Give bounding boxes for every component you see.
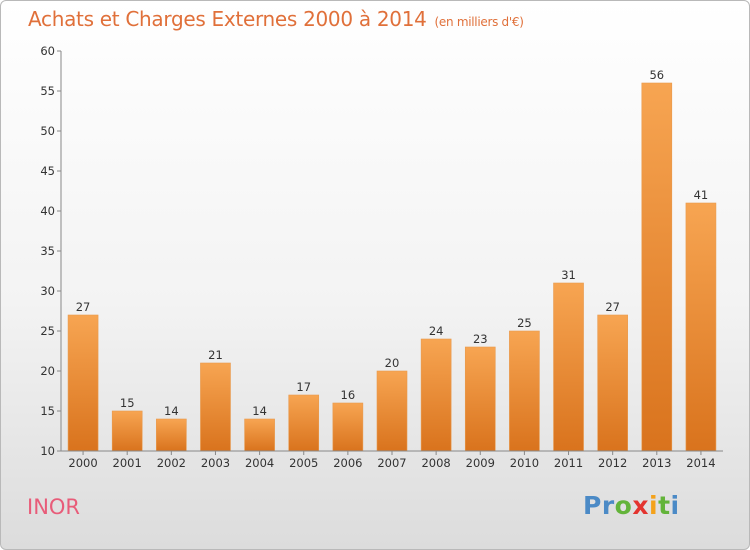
y-tick-label: 15: [40, 404, 55, 418]
chart-title-text: Achats et Charges Externes 2000 à 2014: [28, 7, 427, 31]
y-tick-label: 40: [40, 204, 55, 218]
value-label: 21: [208, 348, 223, 362]
value-label: 27: [605, 300, 620, 314]
x-tick-label: 2011: [554, 456, 583, 470]
x-tick-label: 2014: [686, 456, 715, 470]
bar: [641, 82, 673, 452]
x-tick-label: 2012: [598, 456, 627, 470]
proxiti-logo[interactable]: Proxiti: [583, 491, 680, 520]
chart-title: Achats et Charges Externes 2000 à 2014 (e…: [28, 7, 524, 31]
x-tick-label: 2004: [245, 456, 274, 470]
value-label: 23: [473, 332, 488, 346]
y-tick-label: 20: [40, 364, 55, 378]
bar: [200, 362, 231, 452]
y-tick-label: 45: [40, 164, 55, 178]
labels-group: 10 15 20 25 30 35 40 45 50 55 60 27 2000 15 2001 14 2002…: [40, 44, 715, 470]
logo-letter: r: [601, 491, 615, 520]
logo-letter: i: [649, 491, 659, 520]
y-tick-label: 50: [40, 124, 55, 138]
x-tick-label: 2010: [510, 456, 539, 470]
value-label: 31: [561, 268, 576, 282]
bar: [288, 394, 320, 452]
bar: [376, 370, 408, 452]
value-label: 56: [649, 68, 664, 82]
bar: [156, 418, 187, 452]
bars-group: [67, 82, 717, 452]
bar: [464, 346, 496, 452]
bar: [244, 418, 275, 452]
value-label: 24: [429, 324, 444, 338]
value-label: 17: [296, 380, 311, 394]
logo-letter: i: [670, 491, 680, 520]
logo-letter: o: [614, 491, 633, 520]
value-label: 14: [252, 404, 267, 418]
logo-letter: x: [632, 491, 649, 520]
logo-letter: P: [583, 491, 602, 520]
x-tick-label: 2003: [201, 456, 230, 470]
value-label: 16: [341, 388, 356, 402]
bar: [685, 202, 717, 452]
bar: [111, 410, 143, 452]
x-tick-label: 2002: [157, 456, 186, 470]
x-tick-label: 2000: [68, 456, 97, 470]
y-tick-label: 10: [40, 444, 55, 458]
x-tick-label: 2009: [466, 456, 495, 470]
x-tick-label: 2008: [421, 456, 450, 470]
chart-unit: (en milliers d'€): [434, 15, 524, 29]
logo-letter: t: [658, 491, 671, 520]
x-tick-label: 2006: [333, 456, 362, 470]
value-label: 15: [120, 396, 135, 410]
bar: [420, 338, 452, 452]
value-label: 14: [164, 404, 179, 418]
x-tick-label: 2001: [113, 456, 142, 470]
y-tick-label: 55: [40, 84, 55, 98]
x-tick-label: 2013: [642, 456, 671, 470]
y-tick-label: 35: [40, 244, 55, 258]
value-label: 27: [76, 300, 91, 314]
axes-group: [57, 50, 723, 455]
value-label: 25: [517, 316, 532, 330]
y-tick-label: 30: [40, 284, 55, 298]
y-tick-label: 25: [40, 324, 55, 338]
value-label: 20: [385, 356, 400, 370]
bar: [553, 282, 584, 452]
y-tick-label: 60: [40, 44, 55, 58]
x-tick-label: 2007: [377, 456, 406, 470]
bar: [332, 402, 364, 452]
x-tick-label: 2005: [289, 456, 318, 470]
bar: [509, 330, 540, 452]
value-label: 41: [694, 188, 709, 202]
bar: [597, 314, 628, 452]
commune-name: INOR: [27, 495, 81, 519]
bar: [67, 314, 99, 452]
